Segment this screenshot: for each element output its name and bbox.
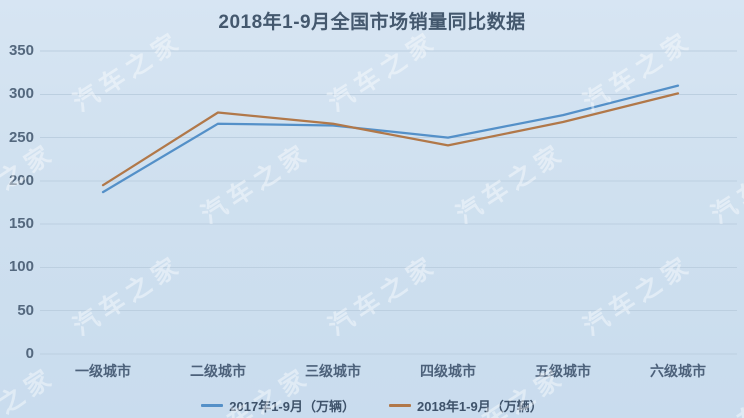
- y-axis-tick-label: 250: [8, 128, 34, 146]
- y-axis-tick-label: 100: [8, 258, 34, 276]
- y-axis-tick-label: 50: [17, 301, 34, 319]
- legend-label-2018: 2018年1-9月（万辆）: [417, 398, 543, 414]
- legend-item-2018: 2018年1-9月（万辆）: [389, 396, 543, 415]
- x-axis-category-label: 一级城市: [75, 363, 131, 379]
- y-axis-tick-label: 0: [25, 345, 34, 362]
- chart-title: 2018年1-9月全国市场销量同比数据: [218, 12, 526, 33]
- chart-legend: 2017年1-9月（万辆） 2018年1-9月（万辆）: [0, 396, 744, 414]
- legend-item-2017: 2017年1-9月（万辆）: [201, 396, 355, 415]
- series-line-2018: [101, 92, 680, 187]
- legend-label-2017: 2017年1-9月（万辆）: [229, 398, 355, 414]
- legend-line-swatch-2018: [389, 403, 411, 407]
- x-axis-category-label: 六级城市: [650, 363, 706, 379]
- x-axis-category-label: 二级城市: [190, 363, 246, 379]
- y-axis-tick-label: 150: [8, 215, 34, 233]
- y-axis-tick-label: 200: [8, 171, 34, 189]
- x-axis-category-label: 三级城市: [305, 363, 361, 379]
- series-line-2017: [101, 84, 680, 194]
- y-axis-tick-label: 350: [8, 42, 34, 59]
- x-axis-category-label: 五级城市: [535, 363, 591, 379]
- x-axis-category-label: 四级城市: [420, 363, 476, 379]
- y-axis-tick-label: 300: [8, 85, 34, 103]
- legend-line-swatch-2017: [201, 403, 224, 407]
